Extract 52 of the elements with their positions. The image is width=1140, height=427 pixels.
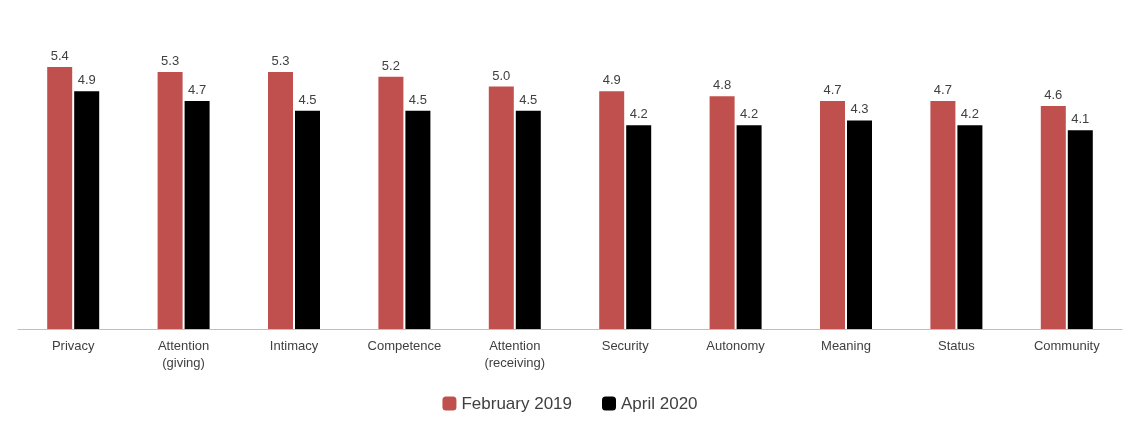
bar [1040, 105, 1066, 329]
bar [378, 76, 404, 329]
data-label: 4.5 [408, 91, 427, 107]
data-label: 5.2 [381, 57, 400, 73]
bar [599, 91, 625, 329]
bar [626, 125, 652, 329]
x-tick-label: Security [601, 338, 650, 353]
data-label: 4.8 [713, 77, 732, 93]
x-tick-label: Community [1033, 338, 1101, 353]
bar [295, 110, 320, 329]
data-label: 4.9 [602, 72, 621, 88]
data-label: 4.3 [850, 101, 869, 117]
bar [184, 101, 210, 329]
x-tick-label: Attention (giving) [157, 338, 210, 370]
data-label: 4.5 [298, 91, 317, 107]
data-label: 4.2 [960, 106, 979, 122]
bar [1067, 130, 1093, 329]
data-label: 4.7 [933, 82, 952, 98]
data-label: 4.5 [519, 91, 538, 107]
data-label: 5.3 [161, 52, 180, 68]
x-tick-label: Privacy [51, 338, 96, 353]
data-label: 5.4 [50, 48, 69, 64]
data-label: 4.9 [77, 72, 96, 88]
data-label: 4.7 [188, 82, 207, 98]
x-tick-label: Status [937, 338, 976, 353]
x-tick-label: Intimacy [269, 338, 319, 353]
data-label: 4.2 [740, 106, 759, 122]
bar [47, 67, 73, 329]
bar [736, 125, 762, 329]
legend-label: April 2020 [621, 394, 698, 413]
bar [74, 91, 100, 329]
bar [405, 110, 431, 329]
data-label: 5.0 [492, 67, 511, 83]
data-label: 5.3 [271, 52, 290, 68]
bar [515, 110, 541, 329]
bar [268, 71, 293, 329]
x-tick-label: Attention (receiving) [484, 338, 546, 370]
bar [488, 86, 514, 329]
data-label: 4.2 [629, 106, 648, 122]
legend-label: February 2019 [461, 394, 573, 413]
data-label: 4.1 [1071, 111, 1090, 127]
bar [820, 101, 845, 329]
bar [930, 101, 956, 329]
data-label: 4.6 [1044, 86, 1063, 102]
bar [709, 96, 735, 329]
x-tick-label: Meaning [821, 338, 871, 353]
bar [847, 120, 872, 329]
bar [157, 71, 183, 329]
data-label: 4.7 [823, 82, 842, 98]
x-tick-label: Autonomy [706, 338, 766, 353]
x-tick-label: Competence [367, 338, 442, 353]
bar [957, 125, 983, 329]
